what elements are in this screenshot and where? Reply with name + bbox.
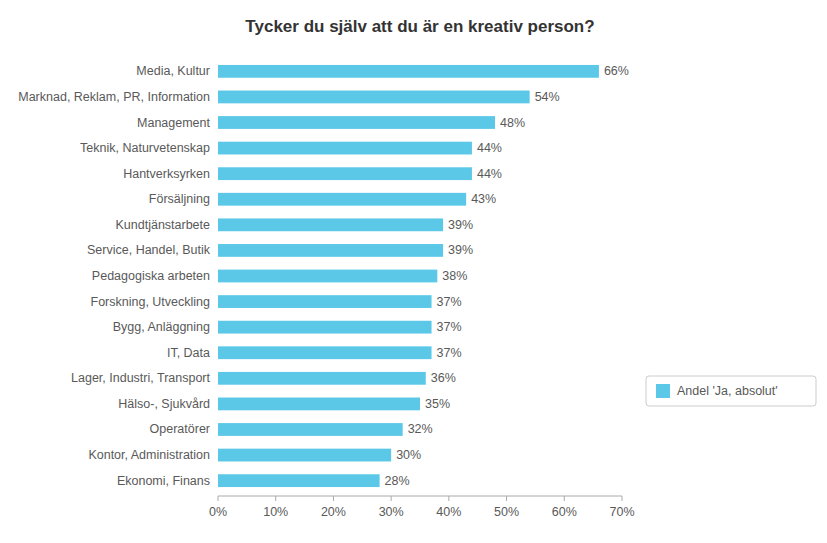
bar (218, 474, 380, 487)
bar (218, 449, 391, 462)
bar (218, 346, 432, 359)
legend-frame (646, 376, 816, 406)
legend-label: Andel 'Ja, absolut' (677, 384, 778, 398)
bar (218, 423, 403, 436)
x-tick (564, 496, 565, 501)
category-label: Teknik, Naturvetenskap (80, 141, 210, 155)
x-tick-label: 20% (321, 505, 346, 519)
x-tick-label: 10% (263, 505, 288, 519)
data-label: 32% (408, 422, 433, 436)
bar (218, 167, 472, 180)
data-label: 28% (385, 474, 410, 488)
bar (218, 193, 466, 206)
x-tick (622, 496, 623, 501)
bar (218, 116, 495, 129)
x-axis-line (218, 496, 622, 497)
category-label: Bygg, Anläggning (113, 320, 210, 334)
legend-swatch (656, 384, 670, 398)
category-label: Media, Kultur (136, 64, 210, 78)
x-tick (506, 496, 507, 501)
data-label: 37% (437, 295, 462, 309)
category-label: Forskning, Utveckling (91, 295, 211, 309)
data-label: 44% (477, 141, 502, 155)
x-tick-label: 50% (494, 505, 519, 519)
bar (218, 372, 426, 385)
x-tick-label: 40% (436, 505, 461, 519)
category-label: Lager, Industri, Transport (71, 371, 210, 385)
x-tick (218, 496, 219, 501)
data-label: 39% (448, 243, 473, 257)
data-label: 43% (471, 192, 496, 206)
category-label: Kontor, Administration (88, 448, 210, 462)
x-tick (275, 496, 276, 501)
data-label: 36% (431, 371, 456, 385)
data-label: 39% (448, 218, 473, 232)
category-label: Service, Handel, Butik (87, 243, 211, 257)
bar (218, 270, 437, 283)
category-label: Hälso-, Sjukvård (118, 397, 210, 411)
legend: Andel 'Ja, absolut' (646, 376, 816, 406)
data-label: 35% (425, 397, 450, 411)
bar (218, 218, 443, 231)
data-label: 66% (604, 64, 629, 78)
category-label: IT, Data (167, 346, 210, 360)
data-label: 38% (442, 269, 467, 283)
category-label: Pedagogiska arbeten (92, 269, 210, 283)
x-tick (448, 496, 449, 501)
category-label: Marknad, Reklam, PR, Information (18, 90, 210, 104)
bar (218, 91, 530, 104)
x-tick-label: 70% (609, 505, 634, 519)
category-label: Kundtjänstarbete (115, 218, 210, 232)
bar (218, 142, 472, 155)
x-tick (333, 496, 334, 501)
data-label: 37% (437, 346, 462, 360)
data-label: 37% (437, 320, 462, 334)
chart: Tycker du själv att du är en kreativ per… (0, 0, 827, 543)
x-tick (391, 496, 392, 501)
data-label: 30% (396, 448, 421, 462)
data-label: 54% (535, 90, 560, 104)
bar (218, 65, 599, 78)
bar (218, 295, 432, 308)
category-label: Operatörer (150, 422, 210, 436)
data-label: 48% (500, 116, 525, 130)
category-label: Ekonomi, Finans (117, 474, 210, 488)
x-tick-label: 0% (209, 505, 227, 519)
category-label: Försäljning (149, 192, 210, 206)
data-label: 44% (477, 167, 502, 181)
title: Tycker du själv att du är en kreativ per… (245, 17, 594, 36)
bar (218, 244, 443, 257)
bar (218, 321, 432, 334)
bars (218, 65, 599, 487)
x-tick-label: 30% (379, 505, 404, 519)
x-tick-label: 60% (552, 505, 577, 519)
category-label: Hantverksyrken (123, 167, 210, 181)
category-label: Management (137, 116, 210, 130)
bar (218, 398, 420, 411)
